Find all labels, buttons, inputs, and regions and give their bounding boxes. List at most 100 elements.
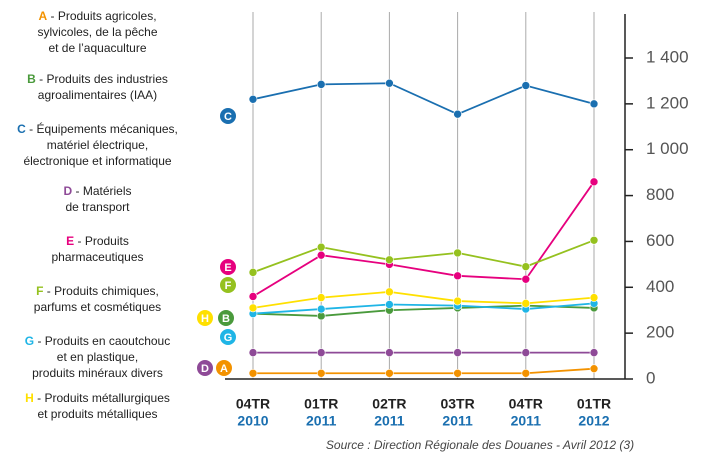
legend-label: Produits agricoles, sylvicoles, de la pê… xyxy=(37,9,158,55)
legend-separator: - xyxy=(33,391,45,405)
legend-letter: H xyxy=(25,391,34,405)
point xyxy=(248,268,258,277)
point xyxy=(589,177,599,187)
legend-letter: D xyxy=(63,184,73,198)
legend-separator: - xyxy=(25,122,37,136)
x-tick-year: 2011 xyxy=(511,413,542,429)
series-badge-letter: G xyxy=(224,332,233,344)
x-tick-label: 02TR xyxy=(372,396,406,412)
legend-label: Produits chimiques, parfums et cosmétiqu… xyxy=(33,284,162,314)
legend-label: Équipements mécaniques, matériel électri… xyxy=(23,122,178,168)
y-tick-label: 1 000 xyxy=(646,139,689,158)
point xyxy=(385,348,394,357)
point xyxy=(453,296,462,306)
point xyxy=(316,304,326,314)
legend-entry: G - Produits en caoutchouc et en plastiq… xyxy=(0,333,195,381)
point xyxy=(521,368,531,378)
point xyxy=(385,368,394,378)
series-badge-letter: D xyxy=(201,363,209,375)
series-badge xyxy=(220,259,236,275)
series-badge xyxy=(197,360,213,376)
series-badge-letter: A xyxy=(220,363,228,375)
x-tick-year: 2010 xyxy=(237,413,268,429)
series-badge-letter: E xyxy=(224,262,231,274)
legend-label: Produits des industries agroalimentaires… xyxy=(37,72,168,102)
point xyxy=(453,109,462,119)
legend-separator: - xyxy=(47,9,58,23)
series-badge xyxy=(220,329,236,345)
point xyxy=(385,78,394,88)
point xyxy=(589,293,599,302)
legend: A - Produits agricoles, sylvicoles, de l… xyxy=(0,0,195,457)
x-tick-label: 01TR xyxy=(577,396,611,412)
series-line xyxy=(252,290,595,309)
point xyxy=(316,348,326,357)
x-tick-label: 03TR xyxy=(440,396,474,412)
series-badge xyxy=(218,310,234,326)
series-badge-letter: B xyxy=(222,313,230,325)
point xyxy=(453,368,462,378)
point xyxy=(248,292,258,301)
series-badge xyxy=(220,277,236,293)
series-badge xyxy=(197,310,213,326)
legend-entry: C - Équipements mécaniques, matériel éle… xyxy=(0,121,195,169)
point xyxy=(589,364,599,373)
legend-letter: E xyxy=(66,234,75,248)
point xyxy=(453,271,462,281)
point xyxy=(316,80,326,89)
legend-label: Produits pharmaceutiques xyxy=(51,234,144,264)
point xyxy=(316,368,326,378)
legend-separator: - xyxy=(72,184,83,198)
x-tick-label: 04TR xyxy=(509,396,543,412)
legend-entry: B - Produits des industries agroalimenta… xyxy=(0,71,195,103)
point xyxy=(248,348,258,357)
point xyxy=(521,348,531,357)
source: Source : Direction Régionale des Douanes… xyxy=(326,438,634,452)
legend-letter: A xyxy=(38,9,48,23)
legend-label: Produits en caoutchouc et en plastique, … xyxy=(32,334,171,380)
legend-separator: - xyxy=(35,72,47,86)
point xyxy=(589,235,599,245)
legend-label: Matériels de transport xyxy=(65,184,132,214)
legend-entry: D - Matériels de transport xyxy=(0,183,195,215)
y-tick-label: 200 xyxy=(646,323,674,342)
point xyxy=(385,300,394,309)
legend-letter: B xyxy=(27,72,36,86)
series-line xyxy=(252,304,595,317)
series-badge-letter: C xyxy=(224,111,232,123)
y-tick-label: 0 xyxy=(646,368,655,387)
y-tick-label: 400 xyxy=(646,277,674,296)
legend-entry: A - Produits agricoles, sylvicoles, de l… xyxy=(0,8,195,56)
point xyxy=(453,248,462,258)
legend-entry: H - Produits métallurgiques et produits … xyxy=(0,390,195,422)
y-tick-label: 1 200 xyxy=(646,93,689,112)
legend-separator: - xyxy=(43,284,55,298)
point xyxy=(521,299,531,308)
point xyxy=(385,287,394,297)
legend-letter: G xyxy=(24,334,35,348)
series-badge xyxy=(216,360,232,376)
point xyxy=(521,262,531,271)
point xyxy=(316,250,326,260)
series-line xyxy=(252,302,595,315)
point xyxy=(521,81,531,90)
point xyxy=(589,99,599,109)
x-tick-label: 01TR xyxy=(304,396,338,412)
y-tick-label: 600 xyxy=(646,231,674,250)
x-tick-year: 2012 xyxy=(578,413,609,429)
series-line xyxy=(253,367,595,375)
point xyxy=(248,94,258,104)
legend-entry: E - Produits pharmaceutiques xyxy=(0,233,195,265)
x-tick-year: 2011 xyxy=(306,413,337,429)
y-tick-label: 800 xyxy=(646,185,674,204)
y-tick-label: 1 400 xyxy=(646,47,689,66)
series-badge xyxy=(220,108,236,124)
legend-label: Produits métallurgiques et produits méta… xyxy=(37,391,170,421)
legend-separator: - xyxy=(34,334,45,348)
x-tick-year: 2011 xyxy=(374,413,405,429)
point xyxy=(248,303,258,313)
legend-separator: - xyxy=(74,234,85,248)
point xyxy=(248,368,258,378)
